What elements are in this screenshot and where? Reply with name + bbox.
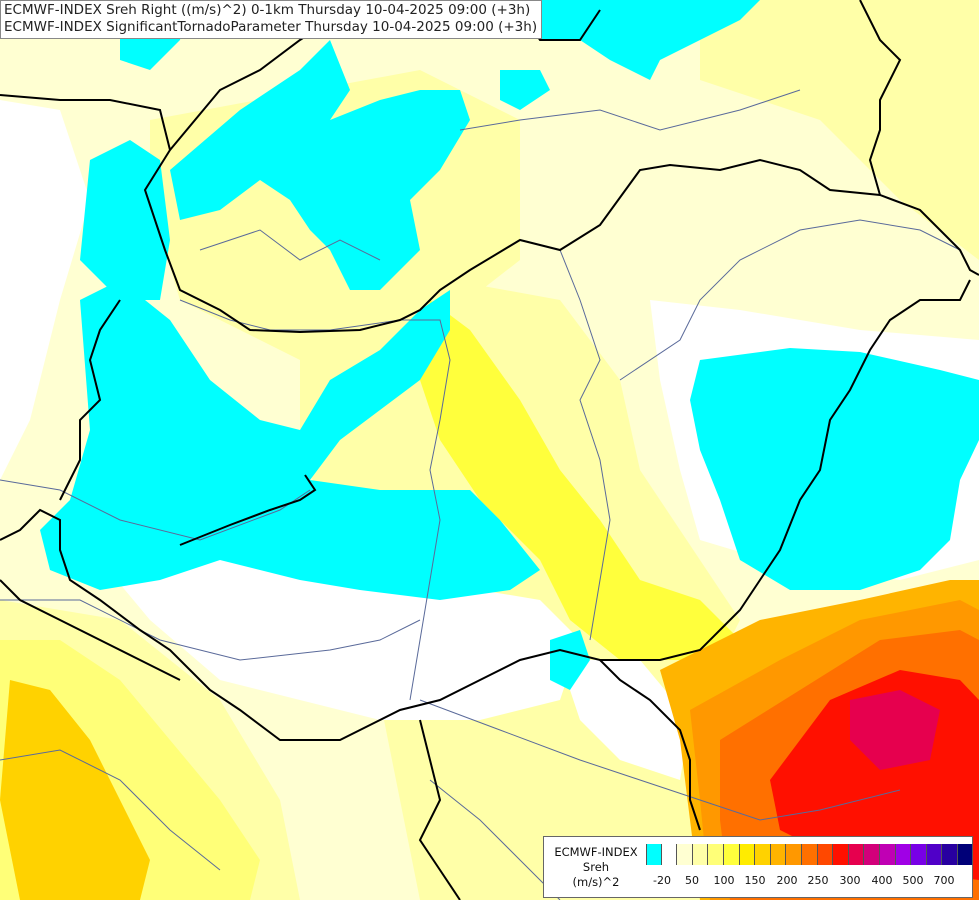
gold-patch-southwest	[0, 680, 150, 900]
legend-swatch	[911, 844, 927, 865]
legend-label: 300	[839, 874, 861, 887]
river-west-1	[0, 479, 311, 541]
legend-label: -20	[653, 874, 671, 887]
legend-label: 500	[902, 874, 924, 887]
border-south	[599, 659, 701, 831]
cyan-fields	[40, 0, 979, 690]
legend-swatch	[786, 844, 802, 865]
legend-swatch	[848, 844, 865, 865]
legend-swatch	[770, 844, 787, 865]
cyan-field-small	[500, 70, 550, 110]
river-south-2	[429, 779, 561, 900]
legend-swatch	[739, 844, 756, 865]
white-field-south-central	[100, 540, 580, 720]
warm-fields	[660, 580, 979, 900]
border-inner-lake	[179, 474, 317, 546]
light-yellow-field-northeast	[700, 0, 979, 260]
legend-title-line-3: (m/s)^2	[572, 875, 620, 889]
river-west-2	[0, 599, 421, 661]
legend-swatch	[646, 844, 662, 865]
legend-swatch	[895, 844, 912, 865]
border-northeast	[859, 0, 902, 196]
cyan-field-southpatch	[550, 630, 590, 690]
river-south	[419, 699, 901, 821]
legend-swatch	[864, 844, 880, 865]
border-east	[0, 279, 971, 741]
white-field-west	[0, 100, 90, 480]
legend-label: 100	[713, 874, 735, 887]
legend-label: 400	[871, 874, 893, 887]
yellow-belt-central	[420, 300, 740, 660]
river-north-2	[459, 89, 801, 131]
legend-swatch	[957, 844, 974, 865]
legend-label: 200	[776, 874, 798, 887]
legend-title-line-2: Sreh	[582, 860, 610, 874]
yellow-fields	[0, 300, 740, 900]
legend-swatch	[692, 844, 709, 865]
cyan-field-east	[690, 348, 979, 590]
border-north	[0, 94, 979, 334]
legend-label: 250	[807, 874, 829, 887]
legend-swatches	[646, 844, 974, 865]
legend-title: ECMWF-INDEX Sreh (m/s)^2	[548, 845, 644, 890]
river-north-1	[199, 229, 381, 261]
river-tisza	[559, 249, 611, 641]
legend-swatch	[926, 844, 943, 865]
border-southwest	[0, 579, 181, 681]
legend-swatch	[879, 844, 896, 865]
cyan-field-northwest	[80, 140, 170, 300]
legend-labels: -20 50 100 150 200 250 300 400 500 700	[646, 874, 966, 888]
legend-swatch	[942, 844, 958, 865]
map-title-box: ECMWF-INDEX Sreh Right ((m/s)^2) 0-1km T…	[0, 0, 543, 39]
crimson-field-southeast	[850, 690, 940, 770]
legend-swatch	[661, 844, 678, 865]
cyan-field-west	[40, 280, 540, 600]
map-title-line-2: ECMWF-INDEX SignificantTornadoParameter …	[4, 19, 538, 35]
river-east	[619, 219, 961, 381]
legend-label: 700	[933, 874, 955, 887]
rivers	[0, 89, 961, 900]
legend-label: 50	[685, 874, 699, 887]
legend-label: 150	[744, 874, 766, 887]
border-west	[59, 299, 121, 501]
border-south-2	[418, 719, 461, 900]
map-title-line-1: ECMWF-INDEX Sreh Right ((m/s)^2) 0-1km T…	[4, 2, 531, 18]
color-legend: ECMWF-INDEX Sreh (m/s)^2 -20 50 100 150 200 2…	[543, 836, 974, 898]
river-southwest	[0, 749, 221, 871]
legend-swatch	[723, 844, 740, 865]
white-field-south	[560, 660, 690, 780]
legend-swatch	[677, 844, 693, 865]
cyan-field-north	[170, 40, 470, 290]
legend-swatch	[817, 844, 834, 865]
legend-title-line-1: ECMWF-INDEX	[554, 845, 638, 859]
legend-swatch	[708, 844, 724, 865]
legend-swatch	[833, 844, 849, 865]
cyan-field-top-right	[540, 0, 760, 80]
legend-swatch	[801, 844, 818, 865]
legend-swatch	[755, 844, 771, 865]
